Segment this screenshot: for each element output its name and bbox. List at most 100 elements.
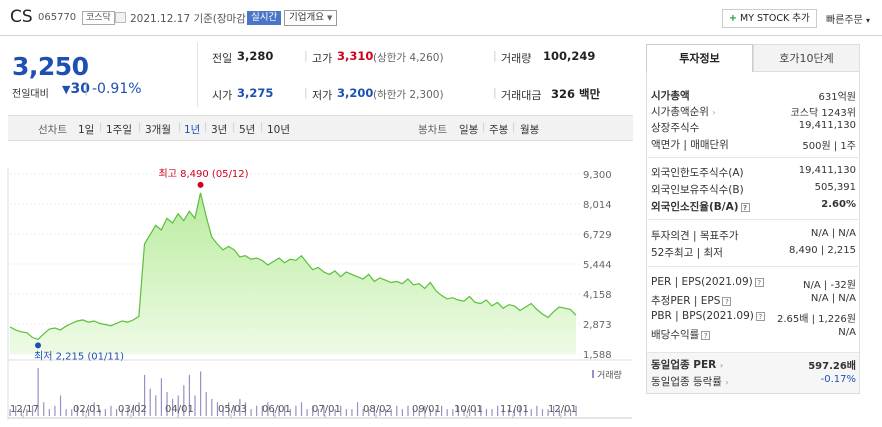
div-text: 배당수익률 xyxy=(651,329,700,341)
div-value: N/A xyxy=(838,327,856,338)
volume-bar xyxy=(115,409,118,416)
volume-bar xyxy=(463,409,465,416)
volume-bar xyxy=(401,409,403,416)
tab-order-book[interactable]: 호가10단계 xyxy=(753,44,860,72)
volume-bar xyxy=(306,409,308,416)
pbr-label: PBR | BPS(2021.09)? xyxy=(651,310,765,322)
period-1y[interactable]: 1년 xyxy=(184,124,201,136)
x-tick-label: 10/01 xyxy=(454,404,483,415)
volume-bar xyxy=(412,409,415,416)
volume-bar xyxy=(76,405,78,416)
x-tick-label: 12/17 xyxy=(10,404,39,415)
stock-name: CS xyxy=(10,7,33,27)
divider: | xyxy=(482,122,486,133)
candle-chart-label: 봉차트 xyxy=(418,124,447,136)
y-tick-label: 6,729 xyxy=(583,230,612,241)
x-tick-label: 09/01 xyxy=(412,404,441,415)
market-badge: 코스닥 xyxy=(82,11,115,25)
change-percent: -0.91% xyxy=(92,81,142,97)
volume-bar xyxy=(37,368,39,416)
volume-bar xyxy=(289,409,291,416)
period-10y[interactable]: 10년 xyxy=(267,124,291,136)
period-3y[interactable]: 3년 xyxy=(211,124,228,136)
market-cap-value: 631억원 xyxy=(818,92,857,103)
y-tick-label: 2,873 xyxy=(583,320,612,331)
divider xyxy=(648,266,858,267)
volume-bar xyxy=(553,405,555,416)
volume-bar xyxy=(26,409,28,416)
shares-label: 상장주식수 xyxy=(651,122,700,134)
cap-rank-label[interactable]: 시가총액순위 › xyxy=(651,104,716,119)
volume-bar xyxy=(71,409,73,416)
help-icon[interactable]: ? xyxy=(722,296,732,306)
candle-daily[interactable]: 일봉 xyxy=(459,124,479,136)
price-area xyxy=(10,192,576,354)
x-tick-label: 02/01 xyxy=(73,404,102,415)
calendar-icon xyxy=(115,12,126,23)
help-icon[interactable]: ? xyxy=(740,202,750,212)
divider: | xyxy=(304,86,308,99)
volume-bar xyxy=(143,374,146,416)
change-label: 전일대비 xyxy=(12,89,49,100)
help-icon[interactable]: ? xyxy=(701,330,711,340)
foreign-rate-text: 외국인소진율(B/A) xyxy=(651,201,739,213)
y-tick-label: 4,158 xyxy=(583,290,612,301)
est-per-text: 추정PER | EPS xyxy=(651,295,721,307)
period-5y[interactable]: 5년 xyxy=(239,124,256,136)
foreign-hold-value: 505,391 xyxy=(814,182,856,193)
corp-info-dropdown[interactable]: 기업개요 ▼ xyxy=(284,10,338,26)
x-tick-label: 06/01 xyxy=(262,404,291,415)
volume-bar xyxy=(222,405,224,416)
help-icon[interactable]: ? xyxy=(755,311,765,321)
candle-monthly[interactable]: 월봉 xyxy=(520,124,540,136)
volume-bar xyxy=(272,409,275,416)
quick-order-dropdown[interactable]: 빠른주문 ▾ xyxy=(826,11,870,26)
volume-bar xyxy=(244,402,247,416)
x-tick-label: 04/01 xyxy=(165,404,194,415)
div-label: 배당수익률? xyxy=(651,327,711,342)
sector-per-label[interactable]: 동일업종 PER › xyxy=(651,357,723,372)
volume-bar xyxy=(205,392,207,416)
candle-weekly[interactable]: 주봉 xyxy=(489,124,509,136)
volume-bar xyxy=(9,409,11,416)
period-3m[interactable]: 3개월 xyxy=(145,124,172,136)
quick-order-label: 빠른주문 xyxy=(826,15,863,26)
week52-label: 52주최고 | 최저 xyxy=(651,247,723,259)
volume-bar xyxy=(295,405,297,416)
realtime-button[interactable]: 실시간 xyxy=(247,11,282,25)
divider: | xyxy=(99,122,103,133)
reference-date: 2021.12.17 기준(장마감) xyxy=(130,13,250,25)
volume-bar xyxy=(278,405,280,416)
volume-bar xyxy=(48,409,50,416)
prev-close-label: 전일 xyxy=(212,52,233,65)
sector-rate-label[interactable]: 동일업종 등락률 › xyxy=(651,374,729,389)
x-tick-label: 11/01 xyxy=(500,404,529,415)
volume-bar xyxy=(138,402,140,416)
chevron-right-icon: › xyxy=(719,361,724,370)
volume-bar xyxy=(356,402,359,416)
volume-bar xyxy=(284,405,286,416)
volume-bar xyxy=(65,409,67,416)
line-chart-label: 선차트 xyxy=(38,124,67,136)
volume-bar xyxy=(87,409,90,416)
help-icon[interactable]: ? xyxy=(754,277,764,287)
volume-bar xyxy=(172,398,174,416)
period-1d[interactable]: 1일 xyxy=(78,124,95,136)
add-mystock-button[interactable]: + MY STOCK 추가 xyxy=(722,9,817,28)
volume-bar xyxy=(267,402,269,416)
volume-bar xyxy=(435,409,437,416)
change-value: ▼30 xyxy=(62,81,90,97)
volume-bar xyxy=(188,374,191,416)
sector-box xyxy=(647,352,859,393)
period-1w[interactable]: 1주일 xyxy=(106,124,133,136)
tab-investment-info[interactable]: 투자정보 xyxy=(646,44,753,72)
est-per-value: N/A | N/A xyxy=(810,293,856,304)
foreign-rate-label: 외국인소진율(B/A)? xyxy=(651,199,750,214)
par-value: 500원 | 1주 xyxy=(802,141,856,152)
volume-bar xyxy=(407,405,409,416)
sector-rate-value: -0.17% xyxy=(820,374,856,385)
price-chart[interactable]: 9,300 8,014 6,729 5,444 4,158 2,873 1,588 최고 8,… xyxy=(0,150,640,427)
open-label: 시가 xyxy=(212,89,233,102)
per-value: N/A | -32원 xyxy=(803,280,856,291)
down-arrow-icon: ▼ xyxy=(62,83,71,96)
